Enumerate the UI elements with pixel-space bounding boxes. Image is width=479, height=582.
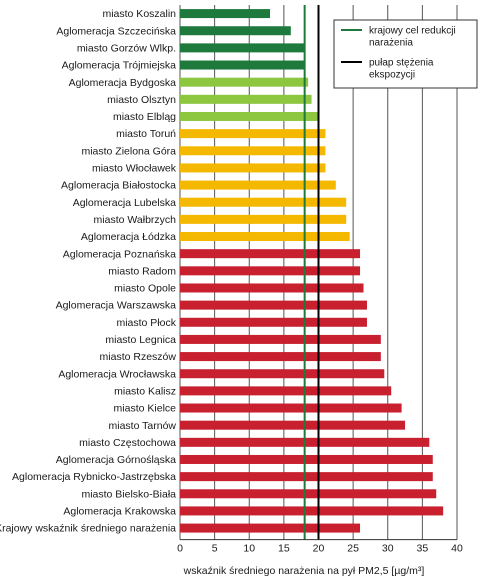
- category-label-23: miasto Kielce: [114, 403, 177, 415]
- bar-16: [180, 283, 364, 293]
- category-label-10: Aglomeracja Białostocka: [61, 180, 176, 192]
- bar-13: [180, 232, 350, 242]
- legend-label-0-line-0: krajowy cel redukcji: [369, 26, 456, 37]
- bar-24: [180, 420, 406, 430]
- bar-2: [180, 43, 305, 53]
- bar-1: [180, 26, 291, 36]
- category-label-29: Aglomeracja Krakowska: [63, 506, 176, 518]
- bar-3: [180, 60, 305, 70]
- bar-27: [180, 472, 433, 482]
- bar-22: [180, 386, 392, 396]
- bar-4: [180, 77, 309, 87]
- reference-lines: [303, 5, 320, 540]
- legend-label-1: pułap stężenia ekspozycji: [369, 58, 434, 81]
- bar-9: [180, 163, 326, 173]
- category-label-18: miasto Płock: [116, 317, 176, 329]
- x-tick-label-20: 20: [313, 543, 325, 555]
- bar-0: [180, 9, 271, 19]
- x-tick-label-35: 35: [417, 543, 429, 555]
- category-label-8: miasto Zielona Góra: [81, 145, 176, 157]
- bar-12: [180, 214, 347, 224]
- legend-label-1-line-1: ekspozycji: [369, 70, 415, 81]
- x-tick-label-15: 15: [278, 543, 290, 555]
- bar-11: [180, 197, 347, 207]
- category-label-24: miasto Tarnów: [108, 420, 176, 432]
- category-label-1: Aglomeracja Szczecińska: [56, 25, 176, 37]
- bar-14: [180, 249, 361, 259]
- category-label-22: miasto Kalisz: [114, 385, 176, 397]
- category-label-15: miasto Radom: [108, 265, 176, 277]
- x-axis: 0 5 10 15 20 25 30 35 40: [177, 539, 463, 555]
- bar-5: [180, 94, 312, 104]
- category-label-11: Aglomeracja Lubelska: [73, 197, 176, 209]
- category-label-9: miasto Włocławek: [92, 163, 177, 175]
- bar-6: [180, 111, 319, 121]
- legend-label-0-line-1: narażenia: [369, 38, 413, 49]
- x-tick-label-30: 30: [382, 543, 394, 555]
- bar-7: [180, 129, 326, 139]
- bar-29: [180, 506, 444, 516]
- x-axis-title: wskaźnik średniego narażenia na pył PM2,…: [183, 565, 425, 577]
- category-label-26: Aglomeracja Górnośląska: [56, 454, 176, 466]
- category-label-2: miasto Gorzów Wlkp.: [77, 42, 176, 54]
- category-label-17: Aglomeracja Warszawska: [56, 300, 177, 312]
- bar-17: [180, 300, 367, 310]
- category-label-19: miasto Legnica: [105, 334, 176, 346]
- category-label-13: Aglomeracja Łódzka: [81, 231, 176, 243]
- category-label-3: Aglomeracja Trójmiejska: [62, 60, 177, 72]
- bar-10: [180, 180, 336, 190]
- category-label-25: miasto Częstochowa: [79, 437, 176, 449]
- category-label-27: Aglomeracja Rybnicko-Jastrzębska: [12, 471, 176, 483]
- bar-18: [180, 317, 367, 327]
- bar-28: [180, 489, 437, 499]
- x-tick-label-5: 5: [212, 543, 218, 555]
- bar-30: [180, 523, 361, 533]
- bar-20: [180, 352, 381, 362]
- bar-26: [180, 454, 433, 464]
- legend-box: [333, 19, 478, 89]
- x-tick-label-10: 10: [243, 543, 255, 555]
- category-label-20: miasto Rzeszów: [100, 351, 177, 363]
- category-label-4: Aglomeracja Bydgoska: [69, 77, 177, 89]
- category-labels: miasto Koszalin Aglomeracja Szczecińska mi…: [0, 8, 177, 535]
- x-tick-label-25: 25: [347, 543, 359, 555]
- category-label-28: miasto Bielsko-Biała: [81, 488, 176, 500]
- bar-19: [180, 334, 381, 344]
- legend-label-0: krajowy cel redukcji narażenia: [369, 26, 456, 49]
- legend: krajowy cel redukcji narażenia pułap stęże…: [333, 19, 478, 89]
- x-tick-label-40: 40: [451, 543, 463, 555]
- category-label-12: miasto Wałbrzych: [94, 214, 177, 226]
- bar-15: [180, 266, 361, 276]
- category-label-30: Krajowy wskaźnik średniego narażenia: [0, 523, 176, 535]
- category-label-7: miasto Toruń: [116, 128, 176, 140]
- x-tick-label-0: 0: [177, 543, 183, 555]
- category-label-21: Aglomeracja Wrocławska: [58, 368, 176, 380]
- category-label-14: Aglomeracja Poznańska: [63, 248, 176, 260]
- legend-label-1-line-0: pułap stężenia: [369, 58, 434, 69]
- bar-21: [180, 369, 385, 379]
- category-label-5: miasto Olsztyn: [107, 94, 176, 106]
- bar-23: [180, 403, 402, 413]
- bar-8: [180, 146, 326, 156]
- category-label-16: miasto Opole: [114, 283, 176, 295]
- category-label-0: miasto Koszalin: [102, 8, 176, 20]
- category-label-6: miasto Elbląg: [113, 111, 176, 123]
